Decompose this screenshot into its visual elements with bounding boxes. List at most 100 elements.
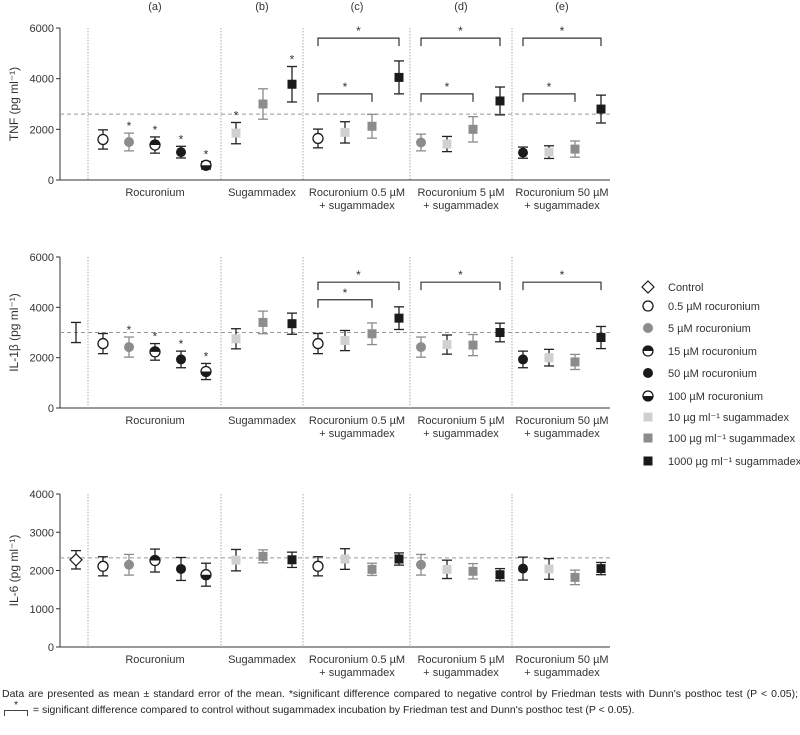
black-square-icon <box>394 72 404 82</box>
s100-marker <box>468 566 478 576</box>
y-tick-label: 0 <box>48 175 54 187</box>
bracket-star: * <box>356 24 361 38</box>
diamond-icon <box>641 280 655 294</box>
group-label: Rocuronium <box>125 415 184 427</box>
r50-marker <box>176 147 186 158</box>
y-tick-label: 2000 <box>30 353 54 365</box>
r5-marker <box>643 323 653 333</box>
data-point <box>570 569 580 586</box>
black-circle-icon <box>176 563 186 574</box>
s1000-marker <box>394 72 404 82</box>
data-point: * <box>149 123 161 154</box>
gray-square-icon <box>570 144 580 154</box>
comparison-bracket <box>317 93 373 102</box>
footnote-bracket-symbol: * <box>4 700 28 716</box>
r05-marker <box>312 560 324 572</box>
r50-marker <box>643 368 653 378</box>
data-point <box>468 333 478 357</box>
bracket-star: * <box>560 268 565 282</box>
group-label: Rocuronium 50 µM <box>515 187 608 199</box>
data-point <box>287 551 297 569</box>
r15-marker <box>149 346 161 358</box>
y-tick-label: 6000 <box>30 252 54 264</box>
data-point <box>312 556 324 577</box>
black-square-icon <box>394 554 404 564</box>
open-circle-icon <box>97 560 109 572</box>
comparison-bracket <box>317 281 400 291</box>
bracket-star: * <box>458 24 463 38</box>
data-point <box>367 322 377 346</box>
light-square-icon <box>340 336 350 346</box>
comparison-bracket <box>420 281 501 291</box>
significance-star: * <box>127 323 132 337</box>
black-square-icon <box>596 104 606 114</box>
footnote-line1: Data are presented as mean ± standard er… <box>2 688 798 700</box>
group-label: Rocuronium 50 µM <box>515 415 608 427</box>
chart-canvas: 0 2000 4000 6000 TNF (pg ml⁻¹) Rocuronium Suga… <box>7 1 800 679</box>
data-point <box>495 567 505 582</box>
gray-circle-icon <box>416 137 426 148</box>
r5-marker <box>124 342 134 353</box>
s10-marker <box>643 412 653 422</box>
comparison-bracket <box>522 93 576 102</box>
s1000-marker <box>495 570 505 580</box>
data-point: * <box>287 53 297 103</box>
s1000-marker <box>394 313 404 323</box>
comparison-bracket <box>420 93 474 102</box>
diamond-icon <box>69 552 83 567</box>
black-circle-icon <box>518 563 528 574</box>
data-point <box>176 556 186 582</box>
panel-1: 0 2000 4000 6000 TNF (pg ml⁻¹) Rocuronium Suga… <box>7 1 610 212</box>
r15-marker <box>149 554 161 567</box>
y-axis-label: IL-1β (pg ml⁻¹) <box>7 293 21 372</box>
gray-circle-icon <box>416 559 426 570</box>
data-point <box>570 353 580 371</box>
data-point: * <box>176 132 186 159</box>
black-square-icon <box>495 96 505 106</box>
group-label: + sugammadex <box>524 667 600 679</box>
gray-square-icon <box>468 340 478 350</box>
significance-star: * <box>179 337 184 351</box>
s100-marker <box>367 329 377 339</box>
half-fill <box>643 396 653 401</box>
y-tick-label: 0 <box>48 403 54 415</box>
footnote-bracket-line <box>4 710 28 716</box>
black-square-icon <box>596 333 606 343</box>
data-point: * <box>124 323 134 358</box>
comparison-bracket <box>522 37 602 47</box>
data-point <box>416 553 426 576</box>
panel-letter: (a) <box>148 1 161 13</box>
significance-star: * <box>153 330 158 344</box>
s100-marker <box>643 433 653 443</box>
light-square-icon <box>340 127 350 137</box>
legend-item: 1000 µg ml⁻¹ sugammadex <box>643 456 800 468</box>
group-label: + sugammadex <box>423 200 499 212</box>
legend: Control 0.5 µM rocuronium 5 µM rocuronium 1… <box>641 280 800 468</box>
data-point <box>596 325 606 350</box>
gray-circle-icon <box>124 137 134 147</box>
s10-marker <box>231 334 241 344</box>
group-label: Sugammadex <box>228 187 296 199</box>
r5-marker <box>124 137 134 147</box>
bracket-star: * <box>343 80 348 94</box>
s100-marker <box>570 357 580 367</box>
light-square-icon <box>231 555 241 565</box>
group-label: Rocuronium <box>125 187 184 199</box>
data-point <box>394 552 404 566</box>
legend-item: 0.5 µM rocuronium <box>642 300 760 313</box>
data-point <box>149 548 161 573</box>
y-tick-label: 1000 <box>30 604 54 616</box>
data-point <box>518 146 528 159</box>
group-label: Rocuronium <box>125 654 184 666</box>
black-circle-icon <box>518 354 528 365</box>
s10-marker <box>340 554 350 564</box>
data-point <box>200 562 212 587</box>
s100-marker <box>367 564 377 574</box>
r5-marker <box>416 559 426 570</box>
panel-letter: (c) <box>351 1 364 13</box>
data-point <box>416 336 426 358</box>
open-circle-icon <box>312 337 324 350</box>
group-label: Sugammadex <box>228 415 296 427</box>
s100-marker <box>258 317 268 327</box>
r50-marker <box>176 354 186 365</box>
